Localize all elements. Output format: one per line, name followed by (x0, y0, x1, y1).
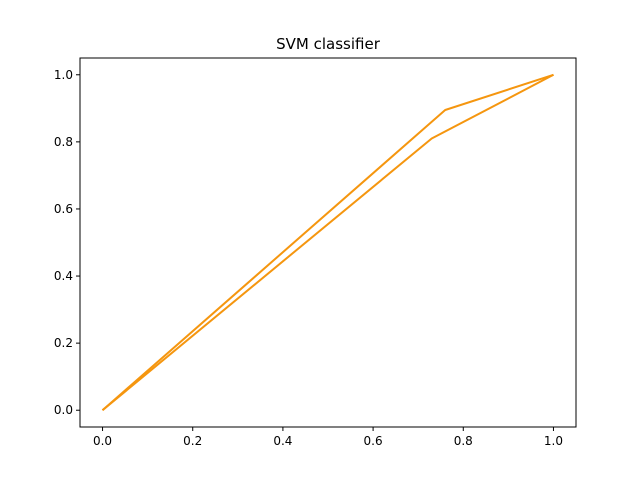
plot-series (101, 73, 554, 411)
y-tick-label: 0.0 (54, 403, 73, 417)
chart-title: SVM classifier (276, 35, 381, 53)
x-tick-label: 1.0 (544, 434, 563, 448)
series-line-1 (101, 73, 554, 411)
x-tick-label: 0.4 (273, 434, 292, 448)
series-line-2 (101, 73, 554, 411)
x-tick-label: 0.6 (364, 434, 383, 448)
x-tick-label: 0.2 (183, 434, 202, 448)
y-tick-label: 0.6 (54, 202, 73, 216)
y-tick-label: 0.4 (54, 269, 73, 283)
x-tick-label: 0.0 (93, 434, 112, 448)
x-axis: 0.0 0.2 0.4 0.6 0.8 1.0 (93, 427, 563, 448)
y-tick-label: 0.2 (54, 336, 73, 350)
y-tick-label: 1.0 (54, 68, 73, 82)
y-axis: 0.0 0.2 0.4 0.6 0.8 1.0 (54, 68, 80, 417)
plot-frame (79, 57, 577, 428)
y-tick-label: 0.8 (54, 135, 73, 149)
x-tick-label: 0.8 (454, 434, 473, 448)
